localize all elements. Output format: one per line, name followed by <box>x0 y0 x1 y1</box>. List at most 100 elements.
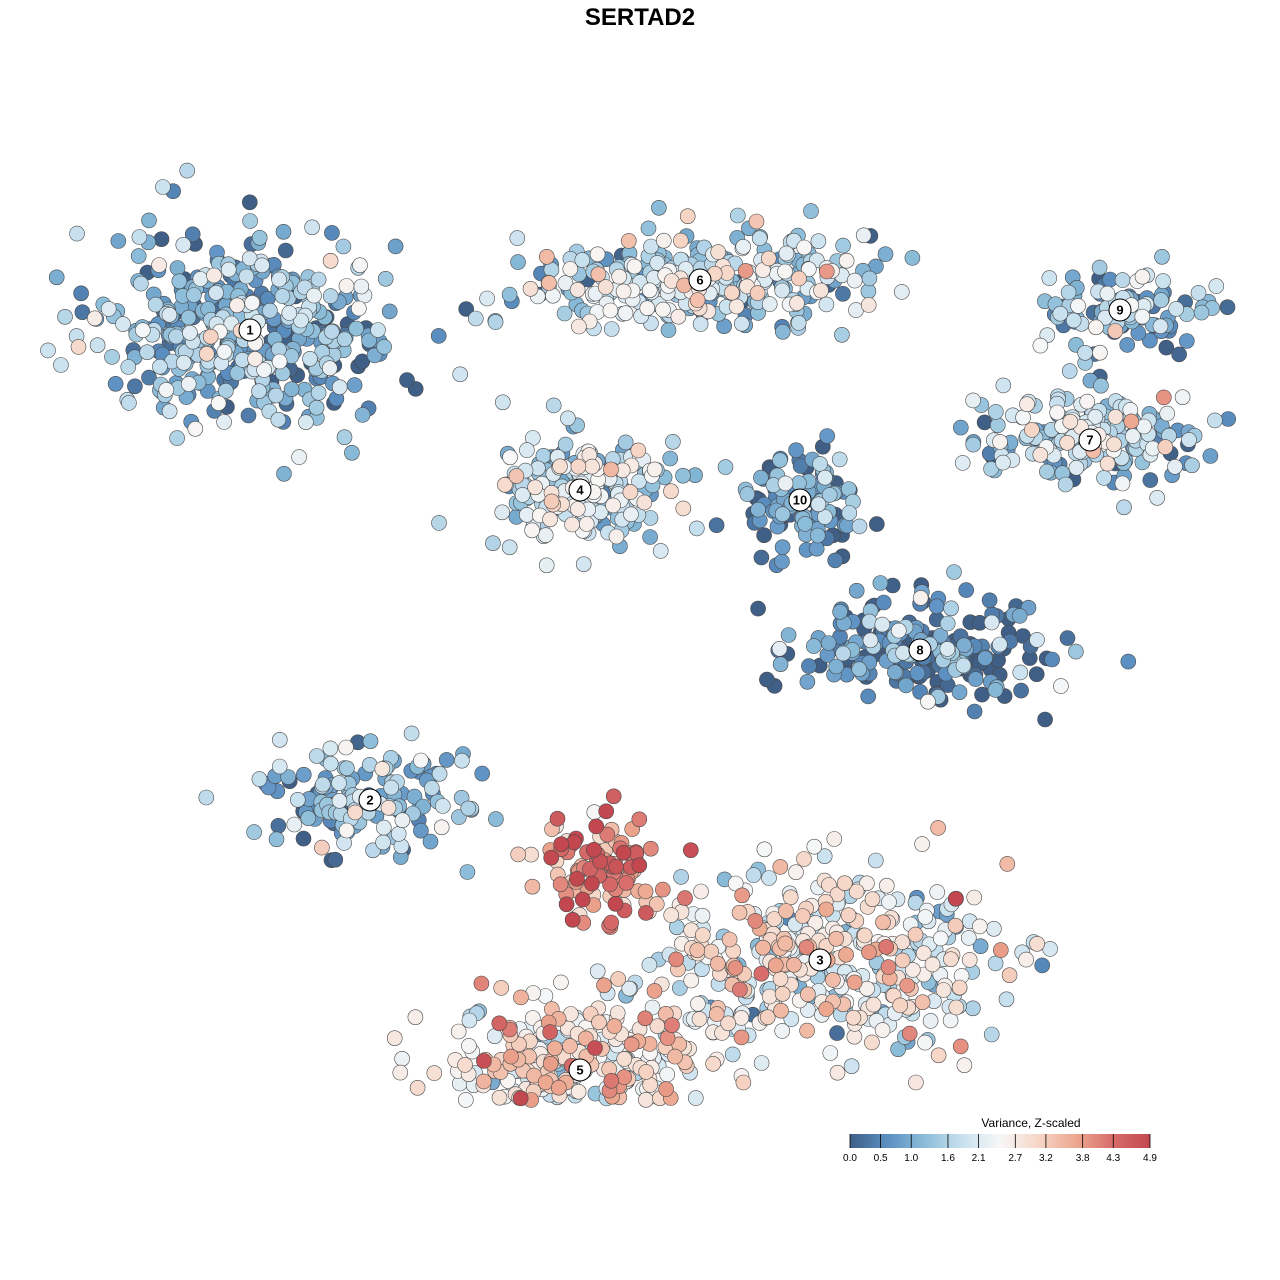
cell-point <box>991 636 1008 653</box>
cell-point <box>1060 284 1077 301</box>
cell-point <box>457 1057 473 1073</box>
cell-point <box>1219 299 1236 316</box>
cell-point <box>838 252 855 269</box>
cell-point <box>475 1073 492 1090</box>
cell-point <box>387 238 404 255</box>
cell-point <box>473 975 490 992</box>
cell-point <box>617 434 634 451</box>
cell-point <box>133 275 149 292</box>
legend-tick-label: 4.9 <box>1143 1153 1157 1164</box>
cell-point <box>48 269 65 286</box>
cell-point <box>434 798 451 814</box>
cell-point <box>772 971 789 987</box>
cell-point <box>622 484 639 500</box>
cell-point <box>569 870 585 887</box>
cell-point <box>1181 432 1197 448</box>
cell-point <box>409 1080 426 1096</box>
cell-point <box>40 342 56 359</box>
cell-point <box>750 600 766 617</box>
cell-point <box>570 458 587 475</box>
cell-point <box>1123 413 1140 430</box>
cell-point <box>336 429 353 446</box>
cell-point <box>641 957 658 973</box>
cell-point <box>875 914 891 931</box>
cell-point <box>1029 632 1045 648</box>
cell-point <box>872 575 889 591</box>
cell-point <box>1034 957 1050 974</box>
cluster-label-8: 8 <box>908 638 932 662</box>
cell-point <box>155 179 171 195</box>
cell-point <box>175 237 192 253</box>
cell-point <box>1028 666 1045 683</box>
cell-point <box>210 395 227 412</box>
cluster-label-badge <box>688 268 712 292</box>
cell-point <box>187 420 204 437</box>
cell-point <box>354 407 371 423</box>
cell-point <box>907 894 924 911</box>
cell-point <box>805 638 822 654</box>
cell-point <box>171 273 188 290</box>
cell-point <box>271 731 288 748</box>
cell-point <box>631 857 648 874</box>
cell-point <box>246 824 262 840</box>
cell-point <box>450 1023 467 1040</box>
cell-point <box>1158 339 1175 356</box>
cell-point <box>169 260 186 276</box>
cell-point <box>1184 457 1200 474</box>
cell-point <box>756 841 773 858</box>
cell-point <box>1099 455 1116 472</box>
cell-point <box>636 494 653 511</box>
cell-point <box>247 351 263 367</box>
cell-point <box>338 278 355 294</box>
cell-point <box>827 552 844 569</box>
cell-point <box>322 755 339 772</box>
cell-point <box>856 927 873 944</box>
cell-point <box>930 820 946 836</box>
cell-point <box>851 661 868 678</box>
cell-point <box>1059 434 1075 451</box>
cell-point <box>543 849 560 866</box>
cell-point <box>509 230 526 246</box>
cell-point <box>615 283 632 300</box>
cell-point <box>1032 446 1049 463</box>
cell-point <box>537 1074 554 1091</box>
cell-point <box>556 305 573 322</box>
cell-point <box>454 752 470 769</box>
cell-point <box>788 864 804 881</box>
cell-point <box>1011 608 1028 624</box>
cell-point <box>659 1066 676 1083</box>
cell-point <box>672 232 689 249</box>
cell-point <box>238 268 255 285</box>
cell-point <box>1059 630 1076 646</box>
cell-point <box>932 930 949 947</box>
cell-point <box>251 771 268 787</box>
cell-point <box>57 308 73 325</box>
cell-point <box>610 971 627 987</box>
cell-point <box>967 671 984 687</box>
legend-ticks: 0.0 0.5 1.0 1.6 2.1 2.7 3.2 3.8 4.3 4.9 <box>843 1134 1157 1164</box>
cell-point <box>353 278 370 295</box>
cell-point <box>1057 476 1074 493</box>
legend-tick-label: 2.1 <box>972 1153 986 1164</box>
cell-point <box>788 442 804 459</box>
cell-point <box>1012 664 1029 681</box>
cell-point <box>724 1046 741 1063</box>
cell-point <box>603 321 620 337</box>
cell-point <box>524 878 541 895</box>
cell-point <box>812 456 828 472</box>
cell-point <box>935 982 952 998</box>
cell-point <box>880 959 897 975</box>
cell-point <box>1152 318 1169 335</box>
cell-point <box>655 232 672 249</box>
cell-point <box>987 404 1004 420</box>
cell-point <box>585 841 602 858</box>
cell-point <box>932 627 949 644</box>
cluster-label-1: 1 <box>238 318 262 342</box>
cell-point <box>553 836 570 853</box>
cell-point <box>664 1017 680 1033</box>
cell-point <box>992 434 1008 450</box>
cell-point <box>618 875 635 891</box>
cell-point <box>737 263 754 279</box>
cell-point <box>508 468 525 484</box>
cell-point <box>693 883 709 900</box>
